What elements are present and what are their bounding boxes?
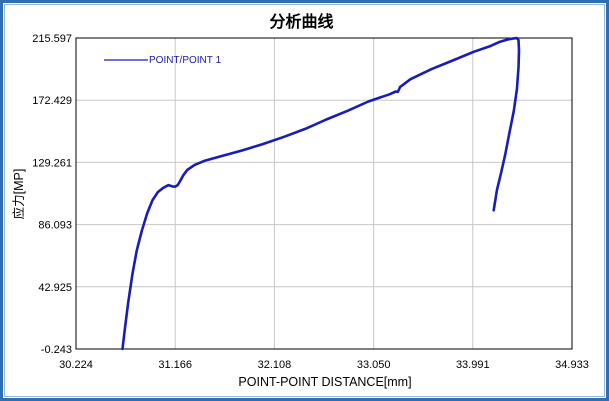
x-axis-label: POINT-POINT DISTANCE[mm] (238, 375, 411, 389)
y-tick-label: -0.243 (41, 344, 72, 356)
series-layer (121, 36, 521, 351)
x-tick-label: 33.050 (357, 359, 391, 371)
x-tick-label: 34.933 (555, 359, 589, 371)
x-tick-label: 30.224 (59, 359, 93, 371)
chart-inner-border (4, 4, 605, 397)
x-tick-labels: 30.224 31.166 32.108 33.050 33.991 34.933 (59, 359, 589, 371)
x-tick-label: 33.991 (456, 359, 490, 371)
y-tick-label: 172.429 (32, 95, 72, 107)
legend: POINT/POINT 1 (104, 55, 221, 66)
y-tick-label: 215.597 (32, 33, 72, 45)
series-line (121, 36, 521, 351)
y-tick-label: 129.261 (32, 157, 72, 169)
y-tick-label: 42.925 (38, 282, 72, 294)
x-tick-label: 31.166 (158, 359, 192, 371)
grid (76, 38, 572, 349)
legend-label: POINT/POINT 1 (149, 55, 221, 66)
chart-title: 分析曲线 (269, 12, 334, 31)
y-tick-label: 86.093 (38, 220, 72, 232)
y-tick-labels: -0.243 42.925 86.093 129.261 172.429 215.597 (32, 33, 72, 356)
plot-area (75, 37, 573, 350)
y-axis-label: 应力[MP] (11, 169, 26, 220)
x-tick-label: 32.108 (258, 359, 292, 371)
